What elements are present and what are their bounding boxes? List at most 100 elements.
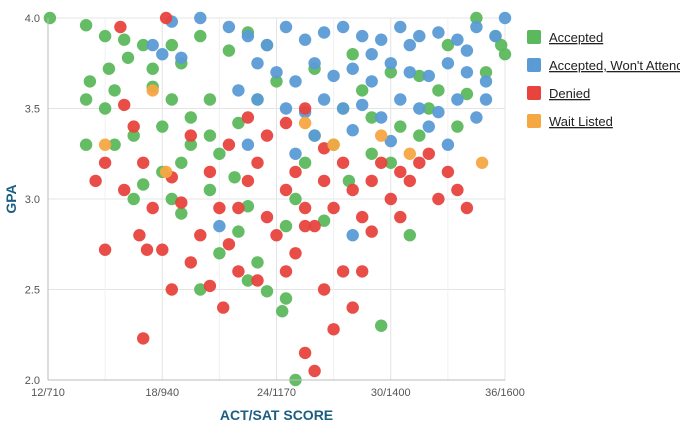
data-point (165, 93, 178, 106)
data-point (118, 98, 131, 112)
y-tick-label: 4.0 (25, 13, 40, 25)
data-point (365, 111, 378, 124)
legend-item[interactable]: Accepted (527, 30, 603, 45)
data-point (308, 364, 321, 378)
data-point (470, 11, 483, 25)
points-layer (43, 11, 512, 387)
data-point (451, 183, 464, 197)
data-point (308, 219, 321, 233)
x-tick-label: 30/1400 (371, 387, 411, 399)
data-point (175, 156, 188, 169)
data-point (375, 156, 388, 169)
data-point (298, 116, 312, 130)
data-point (217, 301, 230, 314)
data-point (241, 138, 255, 151)
data-point (146, 38, 159, 52)
data-point (432, 26, 445, 39)
data-point (441, 138, 455, 151)
data-point (327, 323, 340, 336)
data-point (114, 20, 127, 34)
data-point (327, 138, 340, 151)
data-point (241, 174, 255, 188)
data-point (384, 57, 397, 70)
data-point (133, 229, 146, 242)
data-point (203, 129, 217, 142)
data-point (279, 20, 293, 34)
data-point (470, 111, 483, 124)
data-point (146, 84, 159, 97)
data-point (270, 229, 283, 242)
data-point (441, 38, 455, 52)
data-point (346, 124, 359, 137)
data-point (479, 75, 493, 88)
data-point (165, 38, 178, 52)
data-point (356, 84, 369, 97)
data-point (222, 44, 236, 57)
data-point (346, 48, 359, 61)
legend: Accepted Accepted, Won't Attend Denied Wait… (527, 30, 680, 129)
y-tick-label: 3.0 (25, 194, 40, 206)
legend-item[interactable]: Denied (527, 86, 590, 101)
data-point (98, 29, 112, 43)
data-point (260, 38, 274, 52)
legend-label: Accepted (549, 30, 603, 45)
data-point (260, 129, 274, 142)
data-point (413, 69, 426, 83)
data-point (203, 93, 217, 106)
data-point (98, 102, 112, 115)
x-tick-label: 36/1600 (485, 387, 525, 399)
data-point (102, 62, 116, 75)
data-point (222, 20, 236, 34)
data-point (432, 84, 445, 97)
data-point (394, 20, 407, 34)
data-point (165, 283, 178, 296)
data-point (365, 174, 378, 188)
data-point (156, 243, 169, 256)
legend-item[interactable]: Wait Listed (527, 114, 613, 129)
data-point (384, 134, 397, 148)
data-point (251, 156, 264, 169)
data-point (222, 138, 236, 151)
data-point (118, 183, 131, 197)
legend-swatch (527, 30, 541, 44)
data-point (156, 48, 169, 61)
data-point (146, 201, 159, 215)
data-point (279, 102, 293, 115)
data-point (127, 129, 140, 142)
data-point (327, 201, 340, 215)
y-tick-label: 2.5 (25, 285, 40, 297)
data-point (213, 247, 226, 260)
data-point (479, 66, 493, 79)
data-point (308, 129, 321, 142)
data-point (422, 69, 435, 83)
data-point (270, 75, 283, 88)
data-point (289, 247, 302, 260)
legend-item[interactable]: Accepted, Won't Attend (527, 58, 680, 73)
data-point (241, 200, 255, 213)
data-point (108, 138, 121, 151)
data-point (336, 102, 350, 115)
data-point (432, 192, 445, 206)
data-point (394, 93, 407, 106)
data-point (475, 156, 489, 169)
data-point (184, 256, 197, 269)
data-point (394, 210, 407, 224)
legend-swatch (527, 86, 541, 100)
data-point (451, 120, 464, 133)
data-point (121, 51, 135, 64)
data-point (441, 57, 455, 70)
data-point (289, 147, 302, 160)
data-point (432, 105, 445, 119)
data-point (460, 87, 474, 101)
data-point (451, 93, 464, 106)
data-point (241, 29, 255, 43)
data-point (336, 156, 350, 169)
data-point (98, 138, 112, 151)
data-point (279, 219, 293, 233)
legend-swatch (527, 114, 541, 128)
data-point (260, 285, 274, 298)
data-point (489, 29, 502, 43)
data-point (194, 283, 207, 296)
data-point (498, 11, 512, 25)
data-point (276, 305, 289, 318)
